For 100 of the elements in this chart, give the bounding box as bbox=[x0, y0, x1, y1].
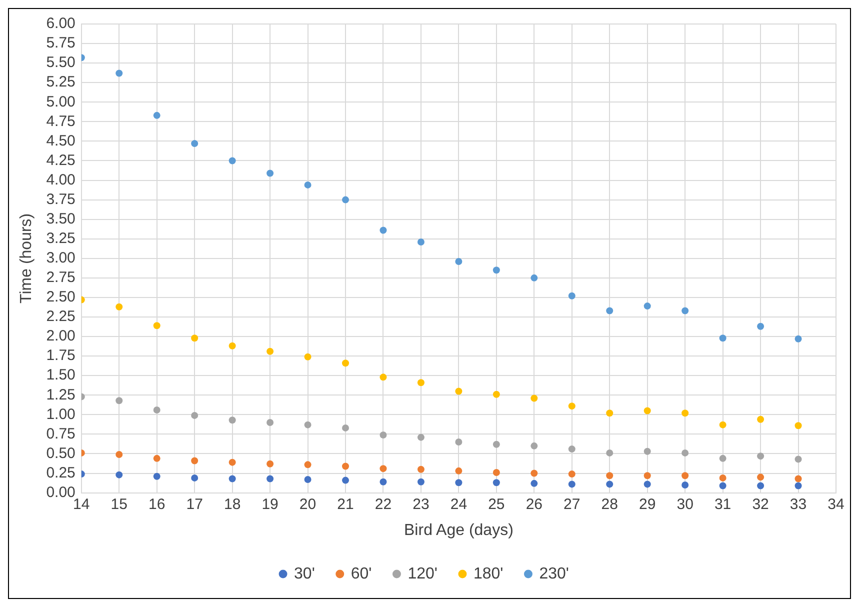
point bbox=[228, 416, 236, 424]
x-tick-label: 30 bbox=[676, 496, 694, 513]
x-tick-label: 14 bbox=[73, 496, 90, 513]
point bbox=[568, 446, 576, 453]
y-tick-label: 5.50 bbox=[46, 54, 76, 72]
point bbox=[606, 472, 614, 480]
point bbox=[455, 388, 462, 395]
point bbox=[794, 456, 802, 463]
x-tick-label: 21 bbox=[337, 496, 354, 513]
point bbox=[606, 449, 614, 456]
point bbox=[682, 472, 689, 480]
y-tick-label: 6.00 bbox=[46, 15, 76, 32]
point bbox=[492, 390, 500, 398]
point bbox=[304, 421, 312, 428]
point bbox=[455, 438, 462, 446]
point bbox=[116, 397, 123, 404]
point bbox=[682, 307, 689, 314]
x-tick-label: 15 bbox=[110, 496, 128, 513]
y-axis-title: Time (hours) bbox=[18, 213, 36, 304]
point bbox=[266, 475, 274, 482]
point bbox=[492, 266, 500, 274]
y-tick-label: 4.50 bbox=[46, 132, 76, 150]
point bbox=[304, 353, 312, 360]
point bbox=[644, 448, 651, 455]
point bbox=[757, 482, 764, 490]
x-tick-label: 27 bbox=[564, 496, 580, 513]
point bbox=[757, 452, 764, 460]
y-tick-label: 2.75 bbox=[46, 269, 76, 286]
y-tick-label: 3.25 bbox=[46, 230, 76, 248]
y-tick-label: 5.25 bbox=[46, 74, 76, 91]
point bbox=[417, 466, 424, 473]
point bbox=[455, 258, 462, 266]
point bbox=[228, 458, 236, 466]
point bbox=[644, 480, 651, 488]
x-tick-label: 17 bbox=[186, 496, 203, 513]
point bbox=[530, 480, 538, 487]
point bbox=[719, 474, 726, 482]
x-tick-label: 25 bbox=[488, 496, 505, 513]
point bbox=[116, 471, 123, 478]
legend-label: 30' bbox=[294, 565, 315, 582]
point bbox=[682, 449, 689, 456]
point bbox=[153, 112, 160, 119]
point bbox=[719, 421, 726, 428]
point bbox=[116, 70, 123, 77]
x-tick-label: 28 bbox=[601, 496, 618, 513]
point bbox=[266, 460, 274, 468]
point bbox=[417, 238, 424, 246]
point bbox=[492, 479, 500, 486]
y-tick-label: 0.75 bbox=[46, 425, 76, 442]
point bbox=[342, 360, 350, 367]
point bbox=[568, 402, 576, 410]
point bbox=[342, 196, 350, 204]
y-tick-label: 2.25 bbox=[46, 308, 76, 326]
point bbox=[304, 461, 312, 468]
point bbox=[266, 348, 274, 355]
point bbox=[530, 394, 538, 402]
y-tick-label: 2.50 bbox=[46, 288, 76, 306]
point bbox=[757, 474, 764, 481]
point bbox=[644, 302, 651, 310]
point bbox=[228, 475, 236, 482]
point bbox=[606, 410, 614, 417]
x-tick-label: 24 bbox=[450, 496, 468, 513]
legend-label: 230' bbox=[539, 565, 569, 582]
point bbox=[266, 418, 274, 426]
y-tick-label: 1.50 bbox=[46, 366, 76, 384]
y-tick-label: 3.50 bbox=[46, 210, 76, 228]
y-tick-label: 5.00 bbox=[46, 93, 76, 110]
point bbox=[455, 467, 462, 474]
y-tick-label: 4.25 bbox=[46, 152, 76, 169]
y-tick-label: 1.25 bbox=[46, 386, 76, 404]
point bbox=[794, 422, 802, 430]
point bbox=[191, 412, 198, 419]
point bbox=[304, 181, 312, 188]
point bbox=[191, 334, 198, 342]
y-tick-label: 2.00 bbox=[46, 328, 76, 345]
point bbox=[380, 431, 387, 438]
point bbox=[794, 335, 802, 342]
point bbox=[380, 374, 387, 381]
point bbox=[644, 472, 651, 480]
x-tick-label: 22 bbox=[374, 496, 392, 513]
x-tick-label: 33 bbox=[790, 496, 807, 513]
point bbox=[719, 334, 726, 342]
point bbox=[380, 465, 387, 472]
point bbox=[568, 480, 576, 488]
point bbox=[757, 416, 764, 423]
point bbox=[153, 406, 160, 414]
point bbox=[719, 482, 726, 490]
point bbox=[153, 454, 160, 462]
point bbox=[266, 170, 274, 177]
x-tick-label: 31 bbox=[714, 496, 732, 513]
x-tick-label: 16 bbox=[148, 496, 166, 513]
y-tick-label: 4.75 bbox=[46, 112, 76, 130]
x-tick-label: 19 bbox=[262, 496, 278, 513]
point bbox=[530, 274, 538, 282]
point bbox=[228, 342, 236, 350]
x-tick-label: 29 bbox=[639, 496, 656, 513]
x-axis-title: Bird Age (days) bbox=[404, 522, 514, 539]
y-tick-label: 1.75 bbox=[46, 347, 76, 364]
point bbox=[530, 470, 538, 477]
point bbox=[492, 468, 500, 476]
